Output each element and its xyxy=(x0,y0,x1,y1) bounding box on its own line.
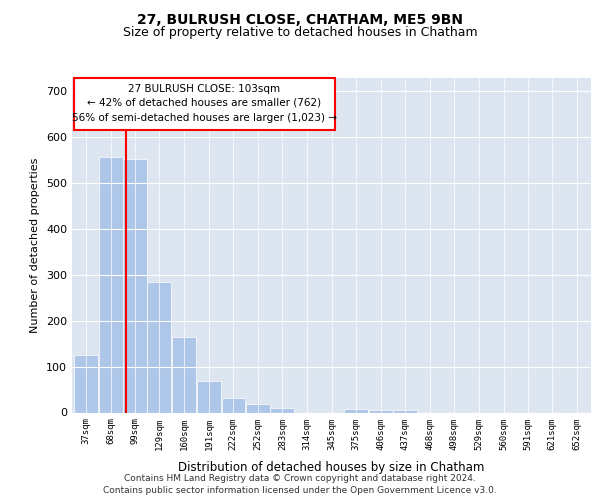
Bar xyxy=(221,398,245,412)
Bar xyxy=(148,282,172,412)
Bar xyxy=(368,410,392,412)
Text: 27 BULRUSH CLOSE: 103sqm: 27 BULRUSH CLOSE: 103sqm xyxy=(128,84,281,94)
Text: Contains HM Land Registry data © Crown copyright and database right 2024.: Contains HM Land Registry data © Crown c… xyxy=(124,474,476,483)
X-axis label: Distribution of detached houses by size in Chatham: Distribution of detached houses by size … xyxy=(178,460,485,473)
Bar xyxy=(124,158,146,412)
Bar xyxy=(99,157,123,412)
FancyBboxPatch shape xyxy=(74,78,335,130)
Text: ← 42% of detached houses are smaller (762): ← 42% of detached houses are smaller (76… xyxy=(88,98,322,108)
Text: Contains public sector information licensed under the Open Government Licence v3: Contains public sector information licen… xyxy=(103,486,497,495)
Bar xyxy=(74,355,98,412)
Text: 56% of semi-detached houses are larger (1,023) →: 56% of semi-detached houses are larger (… xyxy=(72,113,337,123)
Bar xyxy=(394,410,418,412)
Text: Size of property relative to detached houses in Chatham: Size of property relative to detached ho… xyxy=(122,26,478,39)
Bar xyxy=(172,337,196,412)
Bar xyxy=(245,404,269,412)
Bar xyxy=(344,409,368,412)
Y-axis label: Number of detached properties: Number of detached properties xyxy=(31,158,40,332)
Text: 27, BULRUSH CLOSE, CHATHAM, ME5 9BN: 27, BULRUSH CLOSE, CHATHAM, ME5 9BN xyxy=(137,12,463,26)
Bar xyxy=(197,382,221,412)
Bar xyxy=(271,408,295,412)
